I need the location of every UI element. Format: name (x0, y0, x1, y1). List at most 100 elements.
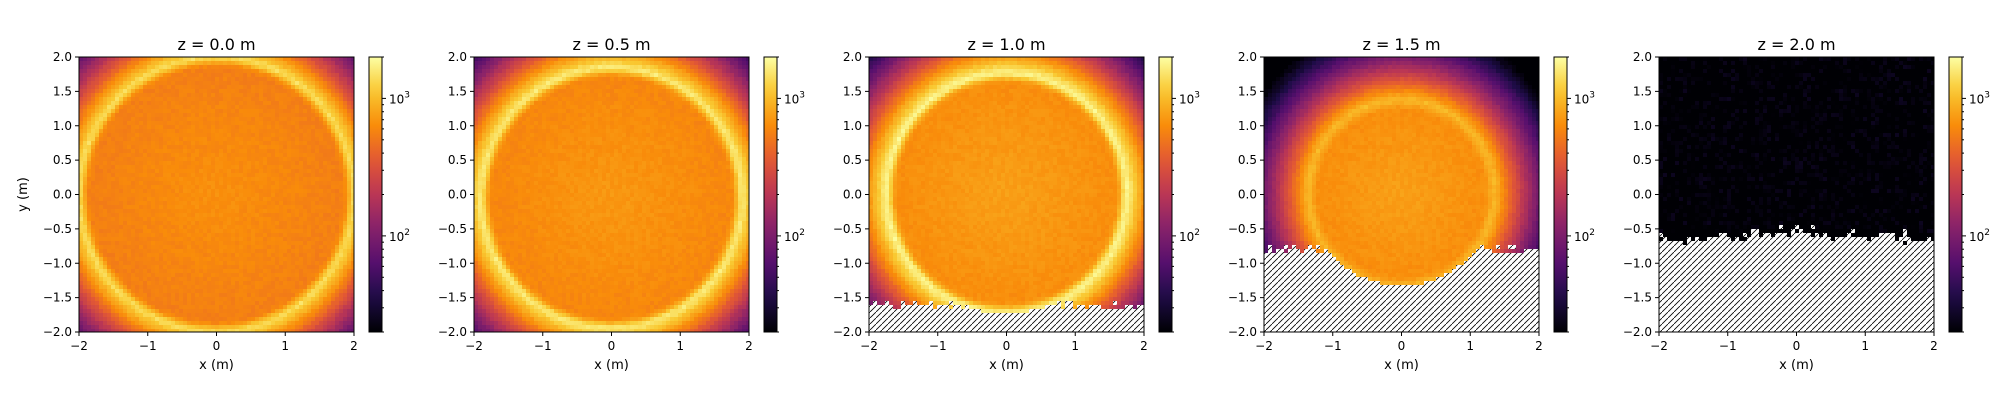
y-tick-label-1-6: 1.0 (448, 119, 467, 133)
colorbar-tick-label-0-1: 103 (389, 90, 410, 106)
heatmap-image-2 (869, 57, 1144, 332)
y-tick-label-1-8: 2.0 (448, 50, 467, 64)
y-tick-label-0-8: 2.0 (53, 50, 72, 64)
heatmap-image-0 (79, 57, 354, 332)
y-tick-label-3-1: −1.5 (1228, 291, 1257, 305)
panel-1: z = 0.5 m −2 −1 0 1 2 −2.0 −1.5 −1.0 −0.5 0.0 0.5 1.… (438, 35, 805, 373)
y-tick-label-2-0: −2.0 (833, 325, 862, 339)
x-axis-label-4: x (m) (1779, 358, 1814, 373)
y-tick-label-1-2: −1.0 (438, 256, 467, 270)
panel-2: z = 1.0 m −2 −1 0 1 2 −2.0 −1.5 −1.0 −0.5 0.0 0.5 1.… (833, 35, 1200, 373)
y-tick-label-4-0: −2.0 (1623, 325, 1652, 339)
x-tick-label-4-3: 1 (1861, 339, 1869, 353)
colorbar-tick-label-3-1: 103 (1574, 90, 1595, 106)
colorbar-1: 102 103 (763, 56, 805, 333)
y-tick-label-1-5: 0.5 (448, 153, 467, 167)
y-tick-label-3-3: −0.5 (1228, 222, 1257, 236)
panel-title-3: z = 1.5 m (1362, 35, 1440, 54)
y-tick-label-2-3: −0.5 (833, 222, 862, 236)
colorbar-0: 102 103 (368, 56, 410, 333)
y-tick-label-4-5: 0.5 (1633, 153, 1652, 167)
y-tick-label-0-6: 1.0 (53, 119, 72, 133)
x-tick-label-3-4: 2 (1535, 339, 1543, 353)
panel-title-4: z = 2.0 m (1757, 35, 1835, 54)
y-tick-label-1-3: −0.5 (438, 222, 467, 236)
colorbar-gradient-1 (763, 56, 778, 333)
x-tick-label-1-0: −2 (465, 339, 483, 353)
colorbar-tick-label-2-1: 103 (1179, 90, 1200, 106)
y-tick-label-0-3: −0.5 (43, 222, 72, 236)
y-tick-label-4-3: −0.5 (1623, 222, 1652, 236)
y-tick-label-1-0: −2.0 (438, 325, 467, 339)
y-tick-label-2-1: −1.5 (833, 291, 862, 305)
x-tick-label-1-4: 2 (745, 339, 753, 353)
y-tick-label-3-4: 0.0 (1238, 188, 1257, 202)
x-tick-label-2-2: 0 (1003, 339, 1011, 353)
x-tick-label-2-3: 1 (1071, 339, 1079, 353)
colorbar-tick-label-1-0: 102 (784, 228, 805, 244)
x-tick-label-3-0: −2 (1255, 339, 1273, 353)
y-tick-label-4-7: 1.5 (1633, 84, 1652, 98)
y-tick-label-0-0: −2.0 (43, 325, 72, 339)
y-tick-label-3-8: 2.0 (1238, 50, 1257, 64)
colorbar-4: 102 103 (1948, 56, 1990, 333)
colorbar-tick-label-1-1: 103 (784, 90, 805, 106)
x-tick-label-0-4: 2 (350, 339, 358, 353)
x-axis-label-2: x (m) (989, 358, 1024, 373)
x-tick-label-2-1: −1 (929, 339, 947, 353)
y-tick-label-2-5: 0.5 (843, 153, 862, 167)
x-axis-label-1: x (m) (594, 358, 629, 373)
y-tick-label-2-4: 0.0 (843, 188, 862, 202)
y-tick-label-2-2: −1.0 (833, 256, 862, 270)
y-tick-label-4-1: −1.5 (1623, 291, 1652, 305)
x-tick-label-0-2: 0 (213, 339, 221, 353)
heatmap-image-3 (1264, 57, 1539, 332)
x-axis-label-3: x (m) (1384, 358, 1419, 373)
x-tick-label-2-4: 2 (1140, 339, 1148, 353)
y-tick-label-4-6: 1.0 (1633, 119, 1652, 133)
y-tick-label-0-7: 1.5 (53, 84, 72, 98)
y-tick-label-3-6: 1.0 (1238, 119, 1257, 133)
y-tick-label-2-6: 1.0 (843, 119, 862, 133)
y-tick-label-0-2: −1.0 (43, 256, 72, 270)
x-tick-label-1-1: −1 (534, 339, 552, 353)
y-tick-label-4-2: −1.0 (1623, 256, 1652, 270)
x-tick-label-3-3: 1 (1466, 339, 1474, 353)
colorbar-tick-label-4-1: 103 (1969, 90, 1990, 106)
colorbar-gradient-4 (1948, 56, 1963, 333)
y-tick-label-0-4: 0.0 (53, 188, 72, 202)
y-tick-label-2-8: 2.0 (843, 50, 862, 64)
y-tick-label-3-7: 1.5 (1238, 84, 1257, 98)
y-tick-label-0-5: 0.5 (53, 153, 72, 167)
x-tick-label-4-4: 2 (1930, 339, 1938, 353)
y-tick-label-1-4: 0.0 (448, 188, 467, 202)
panel-0: z = 0.0 m −2 −1 0 1 2 −2.0 −1.5 −1.0 −0.5 0.0 0.5 1.… (16, 35, 410, 373)
x-tick-label-3-1: −1 (1324, 339, 1342, 353)
heatmap-image-4 (1659, 57, 1934, 332)
y-tick-label-1-7: 1.5 (448, 84, 467, 98)
x-tick-label-1-2: 0 (608, 339, 616, 353)
x-tick-label-2-0: −2 (860, 339, 878, 353)
panel-title-1: z = 0.5 m (572, 35, 650, 54)
colorbar-2: 102 103 (1158, 56, 1200, 333)
y-tick-label-0-1: −1.5 (43, 291, 72, 305)
colorbar-tick-label-4-0: 102 (1969, 228, 1990, 244)
colorbar-tick-label-3-0: 102 (1574, 228, 1595, 244)
colorbar-3: 102 103 (1553, 56, 1595, 333)
y-tick-label-4-8: 2.0 (1633, 50, 1652, 64)
panel-title-2: z = 1.0 m (967, 35, 1045, 54)
heatmap-image-1 (474, 57, 749, 332)
x-tick-label-0-3: 1 (281, 339, 289, 353)
x-tick-label-0-1: −1 (139, 339, 157, 353)
x-tick-label-1-3: 1 (676, 339, 684, 353)
colorbar-tick-label-0-0: 102 (389, 228, 410, 244)
x-tick-label-3-2: 0 (1398, 339, 1406, 353)
y-tick-label-3-5: 0.5 (1238, 153, 1257, 167)
x-tick-label-0-0: −2 (70, 339, 88, 353)
y-tick-label-1-1: −1.5 (438, 291, 467, 305)
colorbar-tick-label-2-0: 102 (1179, 228, 1200, 244)
colorbar-gradient-3 (1553, 56, 1568, 333)
x-tick-label-4-0: −2 (1650, 339, 1668, 353)
colorbar-gradient-0 (368, 56, 383, 333)
